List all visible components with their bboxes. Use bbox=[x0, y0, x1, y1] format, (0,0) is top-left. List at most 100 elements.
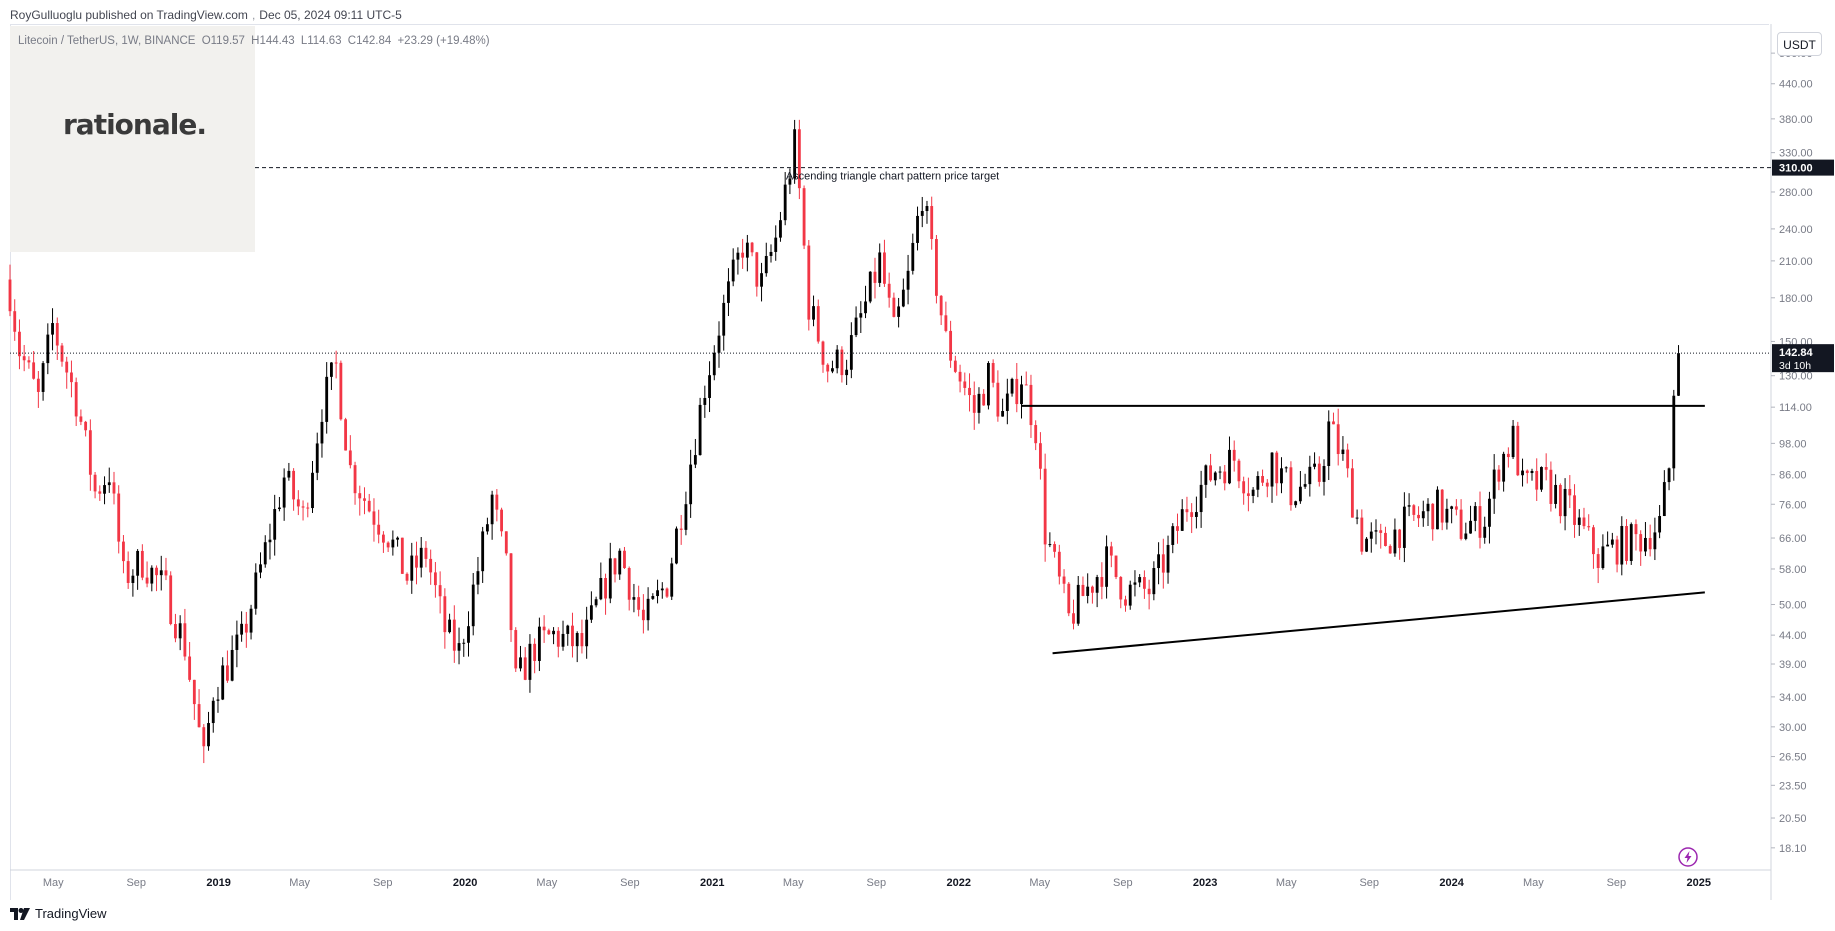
candle-body bbox=[504, 531, 508, 554]
candle-body bbox=[1535, 470, 1539, 490]
candle-body bbox=[982, 393, 986, 406]
candle-body bbox=[939, 295, 943, 316]
candle-body bbox=[1265, 482, 1269, 487]
lightning-icon[interactable] bbox=[1677, 846, 1699, 868]
candle-body bbox=[259, 564, 262, 573]
tradingview-footer[interactable]: TradingView bbox=[10, 906, 107, 921]
candle-body bbox=[131, 575, 135, 583]
candle-body bbox=[438, 585, 442, 597]
tradingview-logo-icon bbox=[10, 907, 30, 920]
time-tick-label: May bbox=[1276, 877, 1297, 889]
candle-body bbox=[646, 598, 650, 621]
candle-body bbox=[1209, 465, 1212, 481]
candle-body bbox=[1346, 449, 1350, 469]
candle-body bbox=[741, 252, 745, 258]
candle-body bbox=[490, 494, 494, 525]
publisher-text[interactable]: RoyGulluoglu published on TradingView.co… bbox=[10, 8, 248, 22]
candle-body bbox=[230, 649, 234, 681]
candle-body bbox=[1360, 517, 1364, 552]
candle-body bbox=[693, 455, 697, 465]
candle-body bbox=[1081, 584, 1085, 596]
currency-button[interactable]: USDT bbox=[1777, 32, 1822, 56]
candle-body bbox=[306, 507, 310, 509]
candle-body bbox=[1194, 512, 1198, 517]
time-tick-label: 2019 bbox=[206, 877, 230, 889]
candle-body bbox=[703, 397, 707, 405]
price-tick-label: 440.00 bbox=[1779, 79, 1813, 91]
candle-body bbox=[930, 206, 934, 240]
chart-gridlines bbox=[10, 24, 1772, 900]
ohlc-open: O119.57 bbox=[201, 35, 245, 47]
price-tick-label: 380.00 bbox=[1779, 114, 1813, 126]
candle-body bbox=[1402, 506, 1406, 548]
candle-body bbox=[1114, 555, 1118, 578]
candle-body bbox=[991, 363, 995, 383]
candle-body bbox=[1166, 544, 1170, 573]
last-price-tag bbox=[1772, 344, 1834, 373]
candle-body bbox=[1242, 481, 1246, 494]
candle-body bbox=[240, 623, 244, 635]
price-tick-label: 86.00 bbox=[1779, 470, 1807, 482]
candle-body bbox=[396, 537, 400, 540]
candle-body bbox=[797, 129, 801, 189]
candle-body bbox=[51, 323, 54, 335]
candle-body bbox=[972, 395, 976, 413]
candle-body bbox=[1133, 582, 1137, 585]
candle-body bbox=[315, 443, 319, 473]
candle-body bbox=[462, 642, 466, 644]
candle-body bbox=[1152, 568, 1156, 595]
candle-body bbox=[670, 563, 674, 597]
candle-body bbox=[1280, 468, 1283, 484]
time-tick-label: May bbox=[1029, 877, 1050, 889]
candle-body bbox=[1653, 532, 1657, 550]
candle-body bbox=[145, 577, 149, 584]
candle-body bbox=[1629, 524, 1633, 561]
candle-body bbox=[604, 578, 607, 599]
candle-body bbox=[481, 531, 485, 572]
candle-body bbox=[859, 313, 863, 318]
candle-body bbox=[400, 537, 404, 574]
candle-body bbox=[528, 643, 532, 680]
candle-body bbox=[698, 404, 702, 456]
candle-body bbox=[448, 619, 451, 633]
price-tick-label: 50.00 bbox=[1779, 600, 1807, 612]
candle-body bbox=[968, 387, 971, 396]
candle-body bbox=[174, 624, 177, 639]
candle-body bbox=[36, 378, 40, 392]
candle-body bbox=[807, 245, 811, 320]
candle-body bbox=[1284, 467, 1288, 469]
candle-body bbox=[344, 419, 348, 451]
candle-body bbox=[542, 626, 546, 631]
candle-body bbox=[1256, 476, 1260, 490]
candle-body bbox=[1454, 506, 1458, 510]
ohlc-high: H144.43 bbox=[251, 35, 295, 47]
candle-body bbox=[883, 252, 886, 284]
candle-body bbox=[1587, 526, 1591, 528]
candle-body bbox=[708, 375, 711, 398]
candle-body bbox=[1180, 509, 1184, 531]
candle-body bbox=[41, 363, 45, 392]
candle-body bbox=[126, 561, 130, 583]
candle-body bbox=[514, 630, 518, 669]
candle-body bbox=[1440, 489, 1444, 523]
candle-body bbox=[1246, 493, 1250, 496]
candle-body bbox=[1488, 498, 1491, 527]
candle-body bbox=[263, 542, 267, 565]
candle-body bbox=[1270, 452, 1274, 487]
candle-body bbox=[443, 596, 447, 633]
candle-body bbox=[1350, 468, 1354, 518]
symbol-legend[interactable]: Litecoin / TetherUS, 1W, BINANCE O119.57… bbox=[18, 35, 493, 47]
candle-body bbox=[887, 283, 891, 298]
candle-body bbox=[273, 509, 277, 540]
candle-body bbox=[1322, 465, 1326, 482]
price-tick-label: 240.00 bbox=[1779, 224, 1813, 236]
candle-body bbox=[1176, 526, 1179, 531]
candle-body bbox=[826, 364, 830, 372]
candle-body bbox=[552, 630, 555, 635]
candle-body bbox=[226, 665, 229, 681]
candle-body bbox=[367, 500, 371, 512]
candle-body bbox=[637, 597, 641, 610]
candle-body bbox=[679, 528, 683, 530]
candle-body bbox=[93, 474, 97, 492]
